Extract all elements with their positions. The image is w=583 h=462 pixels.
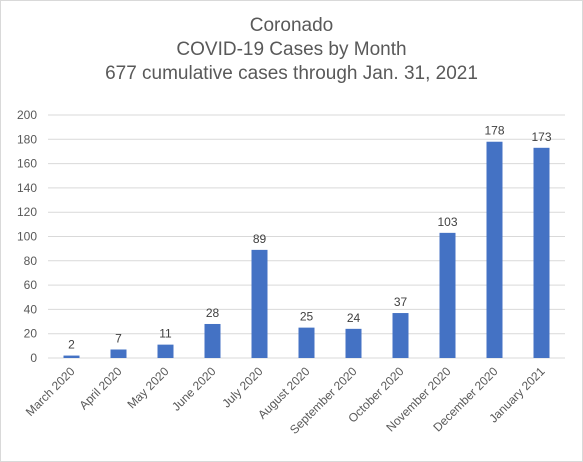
data-label: 37 <box>394 295 408 309</box>
chart-title-line-2: COVID-19 Cases by Month <box>176 39 407 60</box>
y-tick-label: 180 <box>17 132 37 146</box>
data-label: 103 <box>437 215 457 229</box>
data-label: 178 <box>484 124 504 138</box>
y-tick-label: 80 <box>24 254 38 268</box>
y-tick-label: 60 <box>24 278 38 292</box>
y-tick-label: 200 <box>17 108 37 122</box>
data-label: 28 <box>206 306 220 320</box>
bar <box>439 232 456 358</box>
y-tick-label: 160 <box>17 157 37 171</box>
y-axis: 0 20 40 60 80 100 120 140 160 180 200 <box>17 108 37 365</box>
data-label: 11 <box>159 327 172 341</box>
y-tick-label: 0 <box>30 351 37 365</box>
bar <box>486 141 503 358</box>
bar <box>63 355 80 358</box>
bar <box>298 327 315 358</box>
x-tick-label: April 2020 <box>77 364 125 412</box>
x-tick-label: July 2020 <box>219 364 265 410</box>
y-tick-label: 100 <box>17 230 37 244</box>
chart-title: Coronado COVID-19 Cases by Month 677 cum… <box>0 14 583 86</box>
data-label: 7 <box>115 331 122 345</box>
bar <box>392 313 409 358</box>
chart-title-line-1: Coronado <box>249 15 334 36</box>
x-tick-label: June 2020 <box>169 364 219 414</box>
x-tick-label: March 2020 <box>23 364 78 419</box>
bar <box>251 249 268 358</box>
data-labels: 2 7 11 28 89 25 24 37 103 178 173 <box>68 124 552 352</box>
data-label: 25 <box>300 310 314 324</box>
bars <box>63 141 550 358</box>
data-label: 89 <box>253 232 267 246</box>
bar <box>110 349 127 358</box>
data-label: 2 <box>68 338 75 352</box>
bar <box>157 344 174 358</box>
y-tick-label: 120 <box>17 205 37 219</box>
bar <box>345 328 362 358</box>
gridlines <box>48 114 565 359</box>
x-tick-label: May 2020 <box>124 364 171 411</box>
chart-title-line-3: 677 cumulative cases through Jan. 31, 20… <box>105 63 478 84</box>
y-tick-label: 140 <box>17 181 37 195</box>
y-tick-label: 40 <box>24 302 38 316</box>
data-label: 173 <box>531 130 551 144</box>
y-tick-label: 20 <box>24 327 38 341</box>
bar <box>533 147 550 358</box>
data-label: 24 <box>347 311 361 325</box>
bar <box>204 323 221 358</box>
